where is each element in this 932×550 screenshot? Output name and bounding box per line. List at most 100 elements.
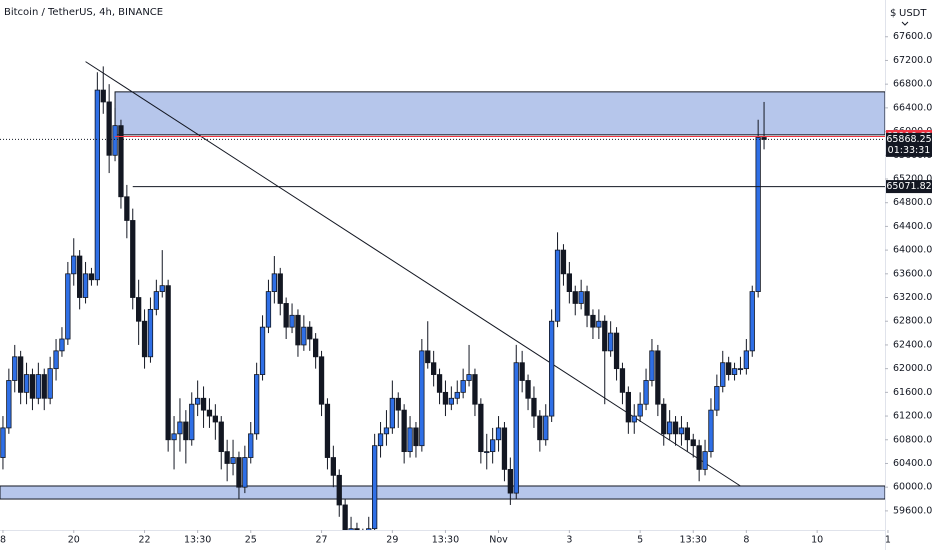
x-tick-label: 1 — [885, 535, 891, 546]
candle-body — [218, 421, 224, 453]
candle-body — [18, 356, 24, 393]
candle-body — [212, 415, 218, 423]
candle-body — [743, 350, 749, 370]
x-tick-label: 3 — [566, 535, 572, 546]
candle-body — [478, 403, 484, 453]
candle-body — [525, 380, 531, 399]
candle-body — [124, 196, 130, 221]
candle-body — [307, 326, 313, 340]
candle-body — [454, 391, 460, 399]
candle-body — [649, 350, 655, 381]
currency-dropdown[interactable] — [901, 21, 909, 26]
candle-body — [684, 427, 690, 441]
candle-body — [29, 374, 36, 399]
currency-icon: $ — [890, 8, 896, 19]
candle-body — [413, 427, 419, 447]
candle-body — [749, 291, 755, 352]
candle-body — [265, 291, 272, 328]
candle-body — [195, 397, 201, 405]
candle-body — [625, 391, 631, 423]
candle-body — [383, 427, 390, 435]
zone — [0, 485, 885, 500]
candle-body — [377, 433, 384, 447]
candle-body — [720, 362, 726, 387]
candle-body — [490, 439, 496, 453]
candle-body — [726, 362, 732, 375]
candle-body — [448, 397, 454, 405]
candle-body — [495, 427, 502, 441]
candle-body — [165, 285, 171, 441]
candle-body — [336, 474, 342, 506]
y-tick-label: 67200.00 — [893, 55, 932, 66]
candle-body — [153, 291, 159, 310]
candle-body — [65, 273, 71, 340]
candle-body — [0, 427, 6, 458]
y-tick-label: 63600.00 — [893, 268, 932, 279]
candle-body — [572, 291, 578, 304]
candle-body — [608, 332, 614, 352]
candle-body — [82, 273, 89, 298]
candle-body — [537, 415, 543, 441]
candle-body — [147, 308, 154, 358]
candle-body — [242, 457, 248, 488]
axes: 59600.00 60000.00 60400.00 60800.00 61200.00… — [0, 31, 932, 546]
candle-body — [419, 350, 425, 447]
candle-body — [436, 374, 443, 393]
candle-body — [425, 350, 431, 364]
candle-body — [672, 421, 679, 435]
candle-body — [23, 374, 30, 393]
candle-body — [259, 326, 266, 375]
candle-body — [130, 220, 136, 298]
x-tick-label: 13:30 — [184, 535, 211, 546]
candle-body — [472, 374, 478, 405]
currency[interactable]: USDT — [899, 8, 927, 19]
candle-body — [631, 415, 637, 423]
x-tick-label: Nov — [489, 535, 508, 546]
candle-body — [690, 439, 696, 447]
candle-body — [619, 368, 626, 393]
candle-body — [513, 362, 519, 494]
candle-body — [348, 528, 354, 530]
y-tick-label: 64000.00 — [893, 245, 932, 256]
y-tick-label: 62800.00 — [893, 316, 932, 327]
trend-line — [85, 61, 741, 487]
y-tick-label: 60800.00 — [893, 434, 932, 445]
y-tick-label: 59600.00 — [893, 505, 932, 516]
candle-body — [708, 409, 714, 453]
candle-body — [543, 415, 549, 441]
candle-body — [106, 101, 112, 156]
candle-body — [12, 356, 18, 381]
candle-body — [183, 421, 189, 441]
candle-body — [141, 320, 148, 358]
candle-body — [737, 368, 744, 371]
candle-body — [177, 421, 183, 435]
candle-body — [318, 356, 325, 405]
candle-body — [94, 89, 100, 281]
x-tick-label: 8 — [743, 535, 749, 546]
candle-body — [230, 457, 236, 464]
y-tick-label: 63200.00 — [893, 292, 932, 303]
candle-body — [41, 374, 47, 399]
y-tick-label: 64400.00 — [893, 221, 932, 232]
y-tick-label: 62000.00 — [893, 363, 932, 374]
x-tick-label: 13:30 — [680, 535, 707, 546]
candle-body — [53, 350, 59, 370]
candle-body — [283, 303, 289, 328]
candle-body — [643, 380, 649, 405]
candle-body — [407, 427, 413, 453]
candle-body — [324, 403, 331, 458]
candle-body — [313, 338, 319, 358]
level-label: 65868.25 — [886, 134, 931, 145]
candle-body — [578, 291, 584, 304]
candle-body — [354, 528, 360, 530]
candle-body — [277, 273, 283, 304]
x-tick-label: 25 — [245, 535, 257, 546]
x-tick-label: 5 — [637, 535, 643, 546]
candle-body — [507, 468, 513, 494]
candle-body — [88, 273, 95, 281]
level-countdown: 01:33:31 — [888, 145, 931, 156]
candle-body — [584, 291, 590, 316]
candle-body — [236, 457, 242, 488]
